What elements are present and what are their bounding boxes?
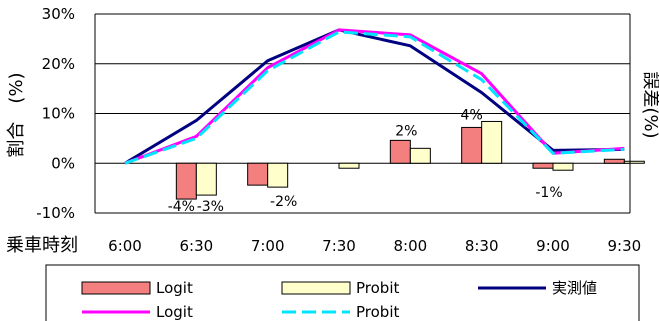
bar-probit-630 xyxy=(195,162,217,196)
legend-label: Logit xyxy=(156,303,193,321)
bar-value-label: 2% xyxy=(395,123,417,139)
y-tick-labels: -10% 0% 10% 20% 30% xyxy=(36,5,75,222)
y-axis-title: 割合 (%) xyxy=(6,72,27,157)
bar-value-label: -3% xyxy=(197,199,224,215)
x-tick-label: 8:00 xyxy=(393,237,427,255)
bar-logit-800 xyxy=(389,139,411,164)
legend-label: 実測値 xyxy=(552,279,597,297)
bar-probit-830 xyxy=(481,120,503,164)
line-series-1 xyxy=(124,28,625,165)
bar-labels: -4% -3% -2% 2% 4% -1% xyxy=(168,107,563,215)
bar-logit-930 xyxy=(603,158,625,164)
legend-label: Logit xyxy=(156,279,193,297)
bars xyxy=(175,120,645,200)
x-tick-label: 7:00 xyxy=(251,237,285,255)
bar-value-label: -1% xyxy=(535,185,562,201)
bar-logit-900 xyxy=(532,162,554,169)
legend-swatch xyxy=(281,281,351,295)
grid xyxy=(95,13,630,214)
bar-probit-800 xyxy=(409,147,431,164)
x-tick-label: 9:30 xyxy=(607,237,641,255)
x-tick-label: 8:30 xyxy=(465,237,499,255)
x-axis-title: 乗車時刻 xyxy=(6,235,78,256)
legend-swatch xyxy=(81,281,151,295)
bar-probit-930 xyxy=(623,160,645,164)
x-tick-label: 6:00 xyxy=(108,237,142,255)
x-tick-label: 9:00 xyxy=(536,237,570,255)
line-series-0 xyxy=(124,28,625,165)
bar-value-label: -2% xyxy=(270,194,297,210)
y-tick-label: 10% xyxy=(42,105,75,123)
x-tick-label: 6:30 xyxy=(179,237,213,255)
bar-value-label: -4% xyxy=(168,199,195,215)
bar-probit-900 xyxy=(552,162,574,171)
bar-logit-630 xyxy=(175,162,197,200)
lines xyxy=(124,28,625,165)
bar-value-label: 4% xyxy=(461,107,483,123)
bar-logit-700 xyxy=(247,162,269,186)
legend-label: Probit xyxy=(356,279,399,297)
bar-logit-830 xyxy=(461,126,483,164)
x-tick-label: 7:30 xyxy=(322,237,356,255)
secondary-y-axis-title: 誤差(%) xyxy=(640,71,659,138)
y-tick-label: -10% xyxy=(36,204,75,222)
bar-probit-700 xyxy=(267,162,289,188)
legend-label: Probit xyxy=(356,303,399,321)
x-tick-labels: 6:00 6:30 7:00 7:30 8:00 8:30 9:00 9:30 xyxy=(108,237,641,255)
y-tick-label: 30% xyxy=(42,5,75,23)
y-tick-label: 0% xyxy=(51,154,75,172)
bar-probit-730 xyxy=(338,162,360,169)
plot-frame xyxy=(94,14,631,213)
line-series-2 xyxy=(124,30,625,165)
y-tick-label: 20% xyxy=(42,55,75,73)
legend: Logit Probit 実測値 Logit Probit xyxy=(45,264,640,321)
